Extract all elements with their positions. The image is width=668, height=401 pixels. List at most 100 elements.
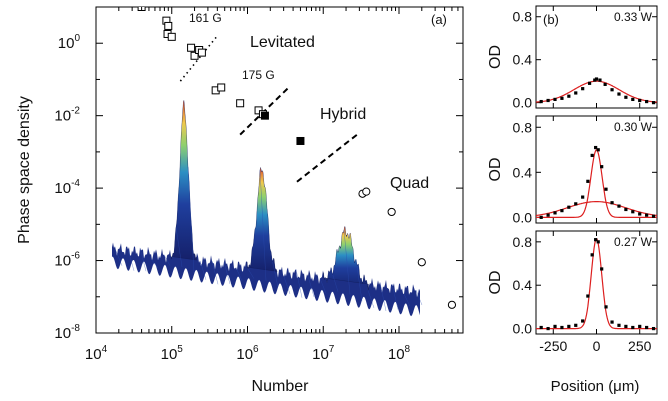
power-label: 0.27 W bbox=[614, 235, 653, 249]
od-data-point bbox=[581, 87, 585, 91]
od-data-point bbox=[560, 96, 564, 100]
point-circle bbox=[362, 187, 371, 196]
od-data-point bbox=[596, 148, 600, 152]
point-open-square bbox=[167, 32, 176, 41]
od-y-tick-label: 0.8 bbox=[513, 9, 533, 25]
od-data-point bbox=[651, 326, 656, 331]
point-open-square bbox=[187, 43, 196, 52]
od-data-point bbox=[651, 214, 656, 218]
od-data-point bbox=[581, 319, 585, 323]
od-x-tick-label: 0 bbox=[593, 338, 601, 354]
y-tick-label: 10-6 bbox=[54, 251, 80, 270]
od-subplot-1: 0.0 0.4 0.8 OD 0.33 W bbox=[487, 5, 658, 111]
panel-b-x-axis-label: Position (μm) bbox=[551, 378, 640, 395]
od-y-tick-label: 0.4 bbox=[513, 277, 533, 293]
y-axis-ticks: 100 10-2 10-4 10-6 10-8 bbox=[54, 6, 463, 342]
od-y-tick-label: 0.4 bbox=[513, 52, 533, 68]
region-label-levitated: Levitated bbox=[250, 34, 315, 51]
od-y-tick-label: 0.4 bbox=[513, 164, 533, 180]
surface-mesh-line bbox=[343, 229, 351, 295]
surface-mesh-line bbox=[211, 261, 219, 285]
od-data-point bbox=[624, 324, 628, 329]
annotation-161G: 161 G bbox=[189, 11, 222, 25]
point-filled-square bbox=[260, 111, 269, 120]
od-data-point bbox=[546, 98, 550, 103]
surface-mesh-line bbox=[127, 249, 135, 271]
surface-peak-3 bbox=[323, 226, 369, 291]
od-data-point bbox=[553, 97, 557, 102]
od-data-point bbox=[567, 324, 571, 329]
surface-mesh-line bbox=[355, 259, 363, 302]
od-data-point bbox=[600, 267, 604, 271]
surface-mesh-line bbox=[175, 227, 183, 267]
region-label-quad: Quad bbox=[390, 175, 429, 192]
region-label-hybrid: Hybrid bbox=[320, 106, 366, 123]
od-y-tick-label: 0.0 bbox=[513, 95, 533, 111]
od-y-tick-label: 0.0 bbox=[513, 321, 533, 337]
surface-mesh-line bbox=[331, 272, 339, 292]
od-subplot-frame bbox=[535, 5, 658, 109]
surface-mesh-line bbox=[367, 290, 375, 309]
od-data-point bbox=[638, 324, 642, 329]
od-subplot-frame bbox=[535, 230, 658, 335]
divider-dashed-3 bbox=[296, 133, 358, 183]
od-data-point bbox=[598, 78, 602, 82]
y-axis-label: Phase space density bbox=[16, 96, 33, 244]
surface-peak-1 bbox=[171, 100, 197, 261]
x-tick-label: 108 bbox=[388, 344, 411, 363]
od-data-point bbox=[567, 205, 571, 209]
surface-mesh-line bbox=[319, 278, 327, 294]
od-data-point bbox=[574, 91, 578, 95]
point-open-square bbox=[164, 21, 173, 30]
od-data-point bbox=[590, 253, 594, 257]
od-y-axis-label: OD bbox=[487, 158, 504, 182]
surface-mesh-line bbox=[187, 166, 195, 273]
panel-a-label: (a) bbox=[431, 12, 447, 27]
surface-mesh-line bbox=[295, 269, 303, 298]
surface-mesh-line bbox=[163, 254, 171, 266]
power-label: 0.33 W bbox=[614, 10, 653, 24]
surface-peak-2 bbox=[246, 167, 278, 273]
point-circle bbox=[387, 207, 396, 217]
od-data-point bbox=[645, 213, 649, 217]
od-x-tick-label: 250 bbox=[628, 338, 652, 354]
surface-mesh-line bbox=[391, 284, 399, 310]
x-axis-ticks: 104 105 106 107 108 bbox=[85, 7, 464, 363]
od-subplot-frame bbox=[535, 115, 658, 224]
annotation-175G: 175 G bbox=[242, 68, 275, 82]
od-data-point bbox=[631, 210, 635, 214]
od-subplot-2: 0.0 0.4 0.8 OD 0.30 W bbox=[487, 115, 658, 225]
od-data-point bbox=[624, 207, 628, 212]
od-data-point bbox=[594, 77, 599, 81]
panel-b: 0.0 0.4 0.8 OD 0.33 W 0.0 0.4 0.8 OD 0.30 W 0.0 0.4… bbox=[487, 5, 658, 395]
od-x-tick-label: -250 bbox=[539, 338, 567, 354]
surface-mesh-line bbox=[223, 261, 231, 285]
od-data-point bbox=[596, 240, 600, 244]
od-data-point bbox=[593, 78, 597, 82]
od-y-axis-label: OD bbox=[487, 45, 504, 69]
od-data-point bbox=[574, 202, 578, 206]
od-data-point bbox=[560, 325, 564, 330]
od-data-point bbox=[539, 215, 543, 219]
od-data-point bbox=[560, 209, 564, 213]
od-data-point bbox=[587, 81, 592, 85]
od-data-point bbox=[586, 179, 590, 183]
od-data-point bbox=[617, 92, 621, 96]
surface-mesh-line bbox=[247, 268, 255, 279]
data-points bbox=[137, 7, 457, 309]
panel-b-label: (b) bbox=[543, 12, 559, 27]
x-axis-label: Number bbox=[252, 378, 310, 395]
point-circle bbox=[447, 300, 457, 309]
od-data-point bbox=[617, 323, 621, 327]
x-tick-label: 106 bbox=[236, 344, 259, 363]
surface-mesh-line bbox=[115, 250, 123, 266]
surface-mesh-line bbox=[235, 267, 243, 281]
od-data-point bbox=[610, 88, 614, 92]
od-data-point bbox=[574, 323, 578, 327]
surface-mesh-line bbox=[415, 289, 423, 306]
od-data-point bbox=[645, 325, 649, 330]
x-tick-label: 105 bbox=[161, 344, 184, 363]
power-label: 0.30 W bbox=[614, 120, 653, 134]
